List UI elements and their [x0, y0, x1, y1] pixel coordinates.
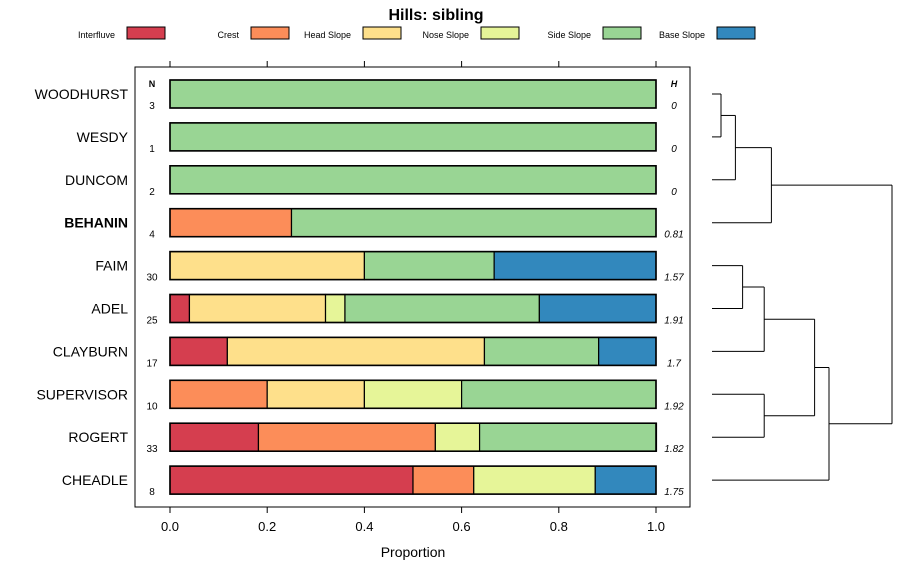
x-tick-label: 0.8: [550, 519, 568, 534]
row-label: CHEADLE: [62, 472, 128, 488]
bar-segment: [461, 379, 657, 409]
x-tick-label: 1.0: [647, 519, 665, 534]
n-value: 10: [146, 401, 158, 412]
n-value: 1: [149, 144, 155, 155]
bar-segment: [594, 465, 657, 495]
bar-segment: [493, 251, 657, 281]
bar-segment: [434, 422, 481, 452]
legend-label: Base Slope: [659, 30, 705, 40]
bar-outline: [169, 379, 657, 410]
row-label: DUNCOM: [65, 172, 128, 188]
bar-outline: [169, 465, 657, 495]
bar-segment: [266, 379, 366, 409]
x-axis-label: Proportion: [381, 544, 446, 560]
row-label: FAIM: [95, 258, 128, 274]
n-value: 30: [146, 273, 158, 284]
bar-segment: [344, 293, 540, 324]
legend-swatch: [480, 26, 520, 40]
bar-segment: [169, 208, 293, 238]
n-value: 25: [146, 316, 158, 327]
h-value: 0.81: [664, 230, 683, 241]
row-label: ROGERT: [68, 429, 128, 445]
n-column-header: N: [149, 79, 156, 89]
bar-segment: [478, 422, 658, 452]
x-axis: 0.0 0.2 0.4 0.6 0.8 1.0: [161, 61, 665, 534]
bar-segment: [188, 293, 327, 324]
bar-segment: [257, 422, 436, 452]
bar-outline: [169, 79, 657, 109]
bar-outline: [169, 207, 657, 238]
h-value: 0: [671, 144, 677, 155]
h-column-header: H: [671, 79, 678, 89]
row-label: WESDY: [77, 129, 129, 145]
dendrogram: [712, 93, 893, 481]
bar-outline: [169, 165, 657, 195]
bar-outline: [169, 336, 657, 367]
bar-outline: [169, 422, 657, 453]
bar-segment: [169, 251, 365, 281]
x-tick-label: 0.2: [258, 519, 276, 534]
row-label: WOODHURST: [35, 86, 129, 102]
bar-segment: [169, 165, 657, 195]
x-tick-label: 0.4: [355, 519, 373, 534]
x-tick-label: 0.0: [161, 519, 179, 534]
bar-segment: [473, 465, 596, 495]
bar-segment: [324, 293, 346, 324]
h-value: 1.57: [664, 273, 684, 284]
plot-frame: [134, 66, 691, 508]
bar-segment: [483, 336, 600, 366]
h-value: 1.91: [664, 316, 683, 327]
n-value: 17: [146, 358, 158, 369]
bar-outline: [169, 293, 657, 324]
h-value: 1.92: [664, 401, 684, 412]
n-value: 2: [149, 187, 155, 198]
n-value: 33: [146, 444, 158, 455]
legend-label: Interfluve: [78, 30, 115, 40]
bar-segment: [169, 79, 657, 109]
bar-segment: [169, 465, 414, 495]
bar-segment: [290, 208, 657, 238]
h-value: 0: [671, 101, 677, 112]
h-value: 0: [671, 187, 677, 198]
bar-segment: [363, 251, 495, 281]
legend-label: Nose Slope: [422, 30, 469, 40]
legend-label: Side Slope: [547, 30, 591, 40]
legend-label: Crest: [217, 30, 239, 40]
legend-swatch: [362, 26, 402, 40]
h-value: 1.75: [664, 487, 684, 498]
h-value: 1.7: [667, 358, 681, 369]
row-label: BEHANIN: [64, 215, 128, 231]
legend-swatch: [602, 26, 642, 40]
bar-segment: [598, 336, 657, 366]
bar-segment: [169, 122, 657, 152]
legend: Interfluve Crest Head Slope Nose Slope Side …: [78, 26, 756, 40]
n-value: 8: [149, 487, 155, 498]
bar-segment: [169, 422, 260, 452]
bar-segment: [538, 293, 657, 324]
x-tick-label: 0.6: [453, 519, 471, 534]
legend-swatch: [126, 26, 166, 40]
bar-segment: [169, 379, 268, 409]
legend-swatch: [250, 26, 290, 40]
legend-swatch: [716, 26, 756, 40]
legend-label: Head Slope: [304, 30, 351, 40]
bar-segment: [169, 336, 228, 366]
row-label: ADEL: [91, 301, 128, 317]
bar-segment: [169, 293, 191, 324]
row-label: CLAYBURN: [53, 343, 128, 359]
bar-segment: [363, 379, 463, 409]
bar-segment: [226, 336, 486, 366]
bar-outline: [169, 250, 657, 281]
n-value: 3: [149, 101, 155, 112]
bar-outline: [169, 122, 657, 152]
bar-segment: [412, 465, 475, 495]
chart-title: Hills: sibling: [388, 7, 483, 24]
row-label: SUPERVISOR: [36, 386, 128, 402]
h-value: 1.82: [664, 444, 684, 455]
n-value: 4: [149, 230, 155, 241]
